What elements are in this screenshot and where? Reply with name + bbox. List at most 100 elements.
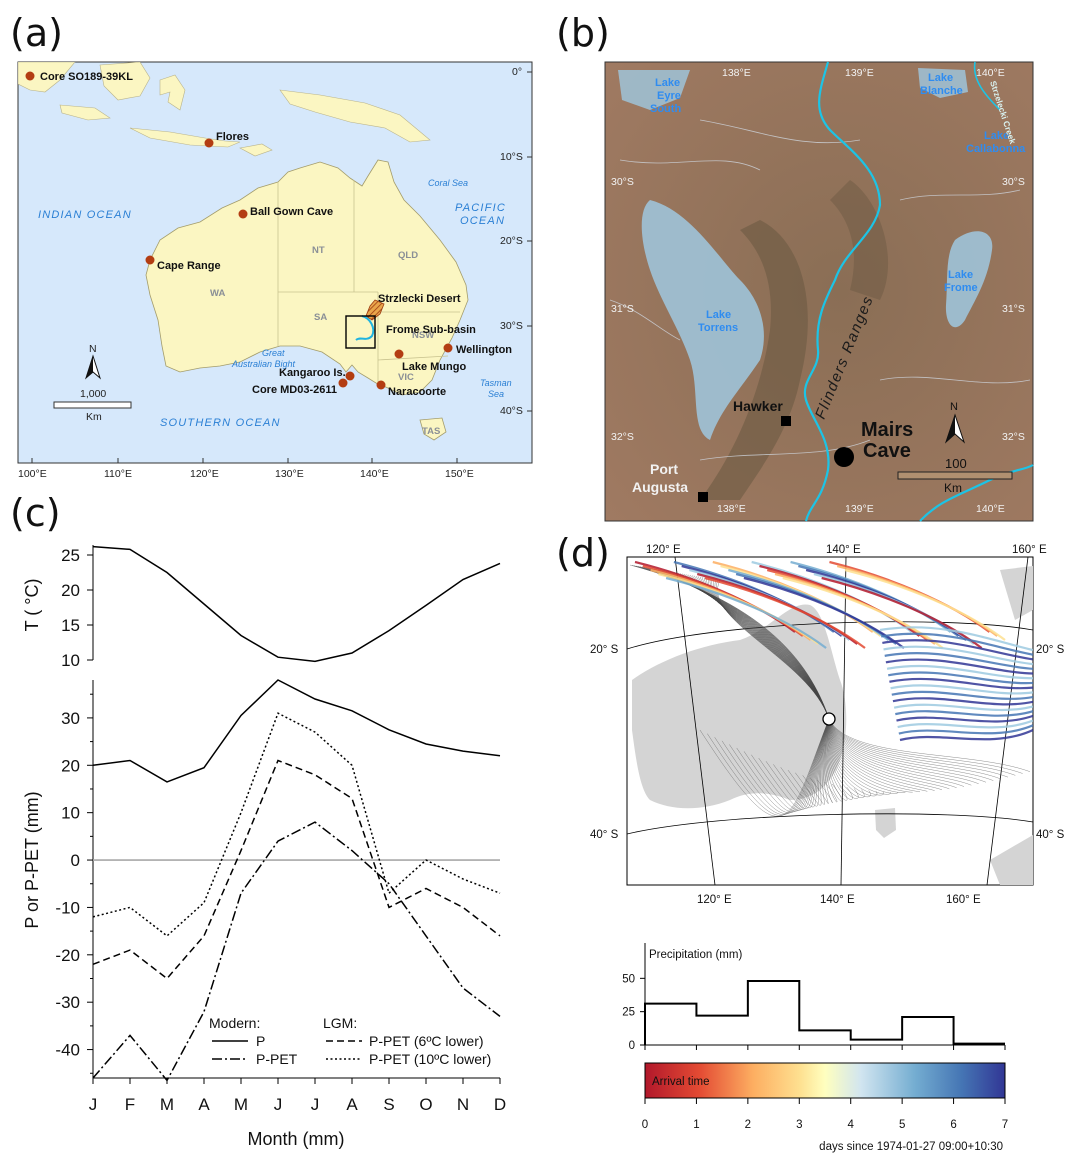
legend-modern-title: Modern: <box>209 1015 260 1031</box>
svg-text:140° E: 140° E <box>826 544 861 556</box>
colorbar-tick-label: 5 <box>899 1119 905 1131</box>
state-label-nt: NT <box>312 245 325 256</box>
temp-tick-label: 20 <box>61 581 80 600</box>
state-label-nsw: NSW <box>412 330 434 341</box>
month-tick-label: M <box>160 1095 174 1114</box>
trajectory-colored-line <box>888 671 1033 685</box>
town-label-augusta: Augusta <box>632 479 688 495</box>
svg-text:31°S: 31°S <box>611 303 634 315</box>
trajectory-colored-line <box>884 652 1033 670</box>
trajectory-line <box>824 718 838 803</box>
svg-text:Lake: Lake <box>984 130 1009 142</box>
month-tick-label: J <box>89 1095 98 1114</box>
svg-text:South: South <box>650 103 681 115</box>
colorbar-tick-label: 7 <box>1002 1119 1008 1131</box>
site-label: Core MD03-2611 <box>252 384 337 396</box>
sea-label-tasman-1: Tasman <box>480 378 512 388</box>
svg-text:1,000: 1,000 <box>80 388 106 400</box>
trajectory-line <box>828 718 1031 772</box>
month-tick-label: J <box>311 1095 320 1114</box>
svg-text:30°S: 30°S <box>611 176 634 188</box>
legend-lgm-title: LGM: <box>323 1015 357 1031</box>
precip-tick-label: 0 <box>71 851 80 870</box>
svg-text:160° E: 160° E <box>946 894 981 906</box>
step-tick-label: 50 <box>622 973 635 985</box>
state-label-wa: WA <box>210 288 225 299</box>
site-label: Flores <box>216 131 249 143</box>
month-x-label: Month (mm) <box>247 1129 344 1149</box>
svg-text:Frome: Frome <box>944 282 978 294</box>
trajectory-colored-line <box>704 576 866 649</box>
site-marker <box>376 380 386 390</box>
lake-labels: Lake Eyre South Lake Blanche Lake Callab… <box>650 72 1026 334</box>
map-a-lat-ticks: 0° 10°S 20°S 30°S 40°S <box>500 66 523 417</box>
month-tick-label: S <box>383 1095 394 1114</box>
svg-text:120° E: 120° E <box>697 894 732 906</box>
month-tick-label: J <box>274 1095 283 1114</box>
trajectory-colored-line <box>782 576 944 649</box>
lake-frome-shape <box>945 231 993 328</box>
site-marker <box>338 378 348 388</box>
scale-bar-b: 100 Km <box>897 456 1013 495</box>
mairs-cave-marker <box>834 447 854 467</box>
svg-text:32°S: 32°S <box>611 431 634 443</box>
month-tick-label: D <box>494 1095 506 1114</box>
precip-chart-label: Precipitation (mm) <box>649 949 742 961</box>
svg-text:140°E: 140°E <box>976 67 1005 79</box>
legend-lgm6: P-PET (6ºC lower) <box>369 1033 484 1049</box>
panel-label-d: (d) <box>556 531 610 575</box>
svg-text:30°S: 30°S <box>1002 176 1025 188</box>
site-label: Frome Sub-basin <box>386 324 476 336</box>
svg-text:Km: Km <box>86 411 102 423</box>
sea-label-coral: Coral Sea <box>428 178 468 188</box>
colorbar <box>644 1062 1006 1099</box>
lake-torrens-shape <box>641 200 764 440</box>
precip-tick-label: -40 <box>55 1041 80 1060</box>
trajectory-line <box>828 718 1001 780</box>
site-label: Naracoorte <box>388 386 446 398</box>
series-lgm10-line <box>92 712 501 937</box>
ocean-label-pacific-1: PACIFIC <box>455 202 506 214</box>
trajectory-colored-line <box>844 568 1006 641</box>
colorbar-tick-label: 3 <box>796 1119 802 1131</box>
trajectory-colored-line <box>898 724 1033 735</box>
site-marker <box>25 71 35 81</box>
ocean-label-indian: INDIAN OCEAN <box>38 209 132 221</box>
precip-y-ticks: 30 20 10 0 -10 -20 -30 -40 <box>55 693 93 1074</box>
tasmania-silhouette <box>875 808 896 838</box>
svg-text:20° S: 20° S <box>1036 644 1065 656</box>
svg-text:32°S: 32°S <box>1002 431 1025 443</box>
svg-text:110°E: 110°E <box>104 468 132 480</box>
svg-text:Km: Km <box>944 481 962 495</box>
svg-text:20°S: 20°S <box>500 235 523 247</box>
trajectory-line <box>826 718 853 800</box>
trajectory-colored-line <box>890 684 1033 695</box>
site-marker <box>145 255 155 265</box>
svg-text:139°E: 139°E <box>845 503 874 515</box>
month-tick-label: F <box>125 1095 135 1114</box>
precip-tick-label: -20 <box>55 946 80 965</box>
site-marker-mairs <box>822 712 836 726</box>
colorbar-tick-label: 0 <box>642 1119 648 1131</box>
trajectory-colored-line <box>897 719 1033 729</box>
colorbar-tick-label: 1 <box>693 1119 699 1131</box>
trajectory-line <box>751 718 830 811</box>
svg-text:120° E: 120° E <box>646 544 681 556</box>
trajectory-line <box>828 718 1016 776</box>
month-tick-label: A <box>198 1095 210 1114</box>
trajectory-line <box>795 718 830 806</box>
trajectory-line <box>828 718 1009 778</box>
trajectory-line <box>809 718 830 804</box>
temp-y-ticks: 10 15 20 25 <box>61 546 93 670</box>
panel-label-b: (b) <box>556 11 610 55</box>
trajectory-line <box>743 718 830 812</box>
svg-text:20° S: 20° S <box>590 644 619 656</box>
site-marker <box>443 343 453 353</box>
north-arrow-b: N <box>944 401 966 444</box>
trajectory-colored-line <box>821 576 983 649</box>
mairs-cave-label-2: Cave <box>863 440 911 462</box>
series-p-line <box>92 679 501 783</box>
trajectory-colored-line <box>886 664 1033 680</box>
